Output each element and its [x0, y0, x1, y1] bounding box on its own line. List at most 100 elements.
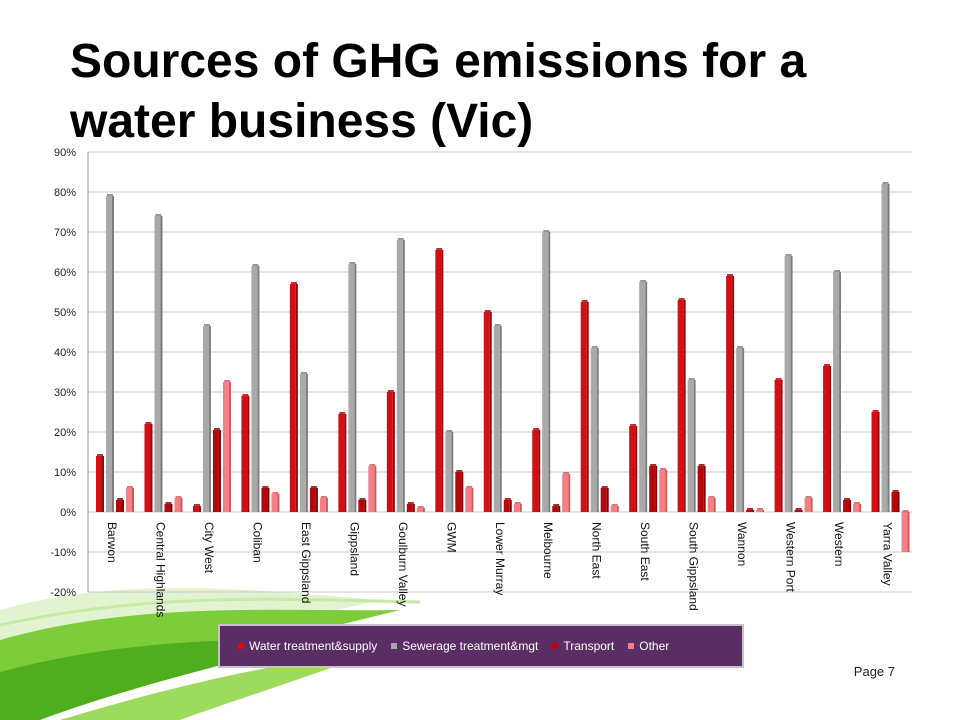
legend-swatch-other — [628, 643, 635, 649]
bar-other — [126, 488, 132, 512]
bar-water — [774, 380, 781, 512]
chart-bars — [96, 182, 910, 552]
legend-item-transport: Transport — [552, 639, 614, 653]
y-tick-label: 0% — [60, 507, 76, 519]
x-category-label: Barwon — [105, 522, 119, 563]
x-category-label: Central Highlands — [153, 522, 167, 617]
bar-transport-side — [897, 492, 900, 512]
y-tick-label: 60% — [54, 267, 76, 279]
bar-sewerage-top — [640, 280, 647, 282]
bar-other-top — [757, 508, 764, 510]
bar-sewerage — [106, 196, 112, 512]
bar-other-top — [466, 486, 473, 488]
bar-water — [726, 276, 733, 512]
bar-other-top — [805, 496, 812, 498]
bar-water — [241, 396, 248, 512]
bar-sewerage-side — [112, 196, 114, 512]
bar-sewerage-top — [446, 430, 453, 432]
legend-label-water: Water treatment&supply — [249, 639, 378, 653]
bar-transport-side — [315, 488, 318, 512]
bar-water-side — [441, 250, 444, 512]
bar-sewerage-side — [790, 256, 793, 512]
x-category-label: Goulburn Valley — [396, 522, 410, 607]
bar-other — [901, 512, 908, 552]
bar-water-top — [775, 378, 782, 380]
bar-transport-side — [752, 510, 755, 512]
bar-sewerage-top — [688, 378, 695, 380]
bar-other — [271, 494, 278, 512]
x-category-label: City West — [202, 522, 216, 574]
bar-water-side — [198, 506, 201, 512]
bar-sewerage-side — [548, 232, 551, 512]
bar-water-side — [829, 366, 832, 512]
bar-sewerage — [445, 432, 452, 512]
bar-other-top — [563, 472, 570, 474]
bar-water — [871, 412, 878, 512]
bar-transport-side — [509, 500, 512, 512]
bar-other — [513, 504, 520, 512]
bar-sewerage-side — [354, 264, 357, 512]
bar-sewerage-side — [208, 326, 211, 512]
bar-transport-top — [747, 508, 754, 510]
bar-sewerage-side — [693, 380, 696, 512]
bar-sewerage — [833, 272, 840, 512]
bar-sewerage — [639, 282, 646, 512]
bar-water-top — [581, 300, 588, 302]
bar-transport — [406, 504, 413, 512]
bar-sewerage-side — [402, 240, 405, 512]
bar-sewerage-top — [349, 262, 356, 264]
bar-transport-side — [849, 500, 852, 512]
legend-swatch-sewerage — [391, 643, 398, 649]
x-category-label: South East — [638, 522, 652, 581]
y-tick-label: -20% — [50, 587, 76, 599]
bar-other — [319, 498, 326, 512]
bar-sewerage-side — [839, 272, 842, 512]
legend-swatch-water — [238, 643, 244, 649]
bar-water-top — [242, 394, 249, 396]
bar-transport — [552, 506, 559, 512]
bar-transport — [891, 492, 898, 512]
bar-transport-top — [456, 470, 463, 472]
legend-label-other: Other — [639, 639, 670, 653]
bar-other-side — [325, 498, 328, 512]
bar-transport-top — [359, 498, 366, 500]
bar-other — [416, 508, 423, 512]
bar-water — [580, 302, 587, 512]
bar-water-side — [247, 396, 250, 512]
bar-water — [386, 392, 393, 512]
bar-water-top — [387, 390, 394, 392]
bar-water-top — [436, 248, 443, 250]
bar-water-top — [872, 410, 879, 412]
bar-sewerage-side — [257, 266, 260, 512]
bar-transport-side — [122, 500, 124, 512]
bar-other-top — [272, 492, 279, 494]
slide-title: Sources of GHG emissions for a water bus… — [70, 35, 807, 148]
bar-transport — [164, 504, 171, 512]
bar-water-side — [150, 424, 153, 512]
x-category-label: North East — [590, 522, 604, 579]
bar-transport — [212, 430, 219, 512]
bar-transport — [746, 510, 753, 512]
bar-transport — [697, 466, 704, 512]
x-category-label: Yarra Valley — [881, 522, 895, 586]
bar-sewerage — [784, 256, 791, 512]
bar-sewerage-top — [543, 230, 550, 232]
bar-transport — [358, 500, 365, 512]
bar-other-side — [568, 474, 571, 512]
legend-swatch-transport — [552, 643, 559, 649]
bar-sewerage-side — [451, 432, 454, 512]
bar-sewerage — [396, 240, 403, 512]
bar-transport-top — [795, 508, 802, 510]
bar-water-top — [630, 424, 637, 426]
bar-other-side — [471, 488, 474, 512]
bar-water — [144, 424, 151, 512]
bar-sewerage-top — [591, 346, 598, 348]
x-category-label: Coliban — [250, 522, 264, 563]
bar-other-side — [907, 512, 910, 552]
bar-water-side — [586, 302, 589, 512]
bar-other — [756, 510, 763, 512]
bar-transport-top — [262, 486, 269, 488]
bar-other-top — [127, 486, 133, 488]
bar-transport-side — [412, 504, 415, 512]
bar-other-top — [902, 510, 909, 512]
